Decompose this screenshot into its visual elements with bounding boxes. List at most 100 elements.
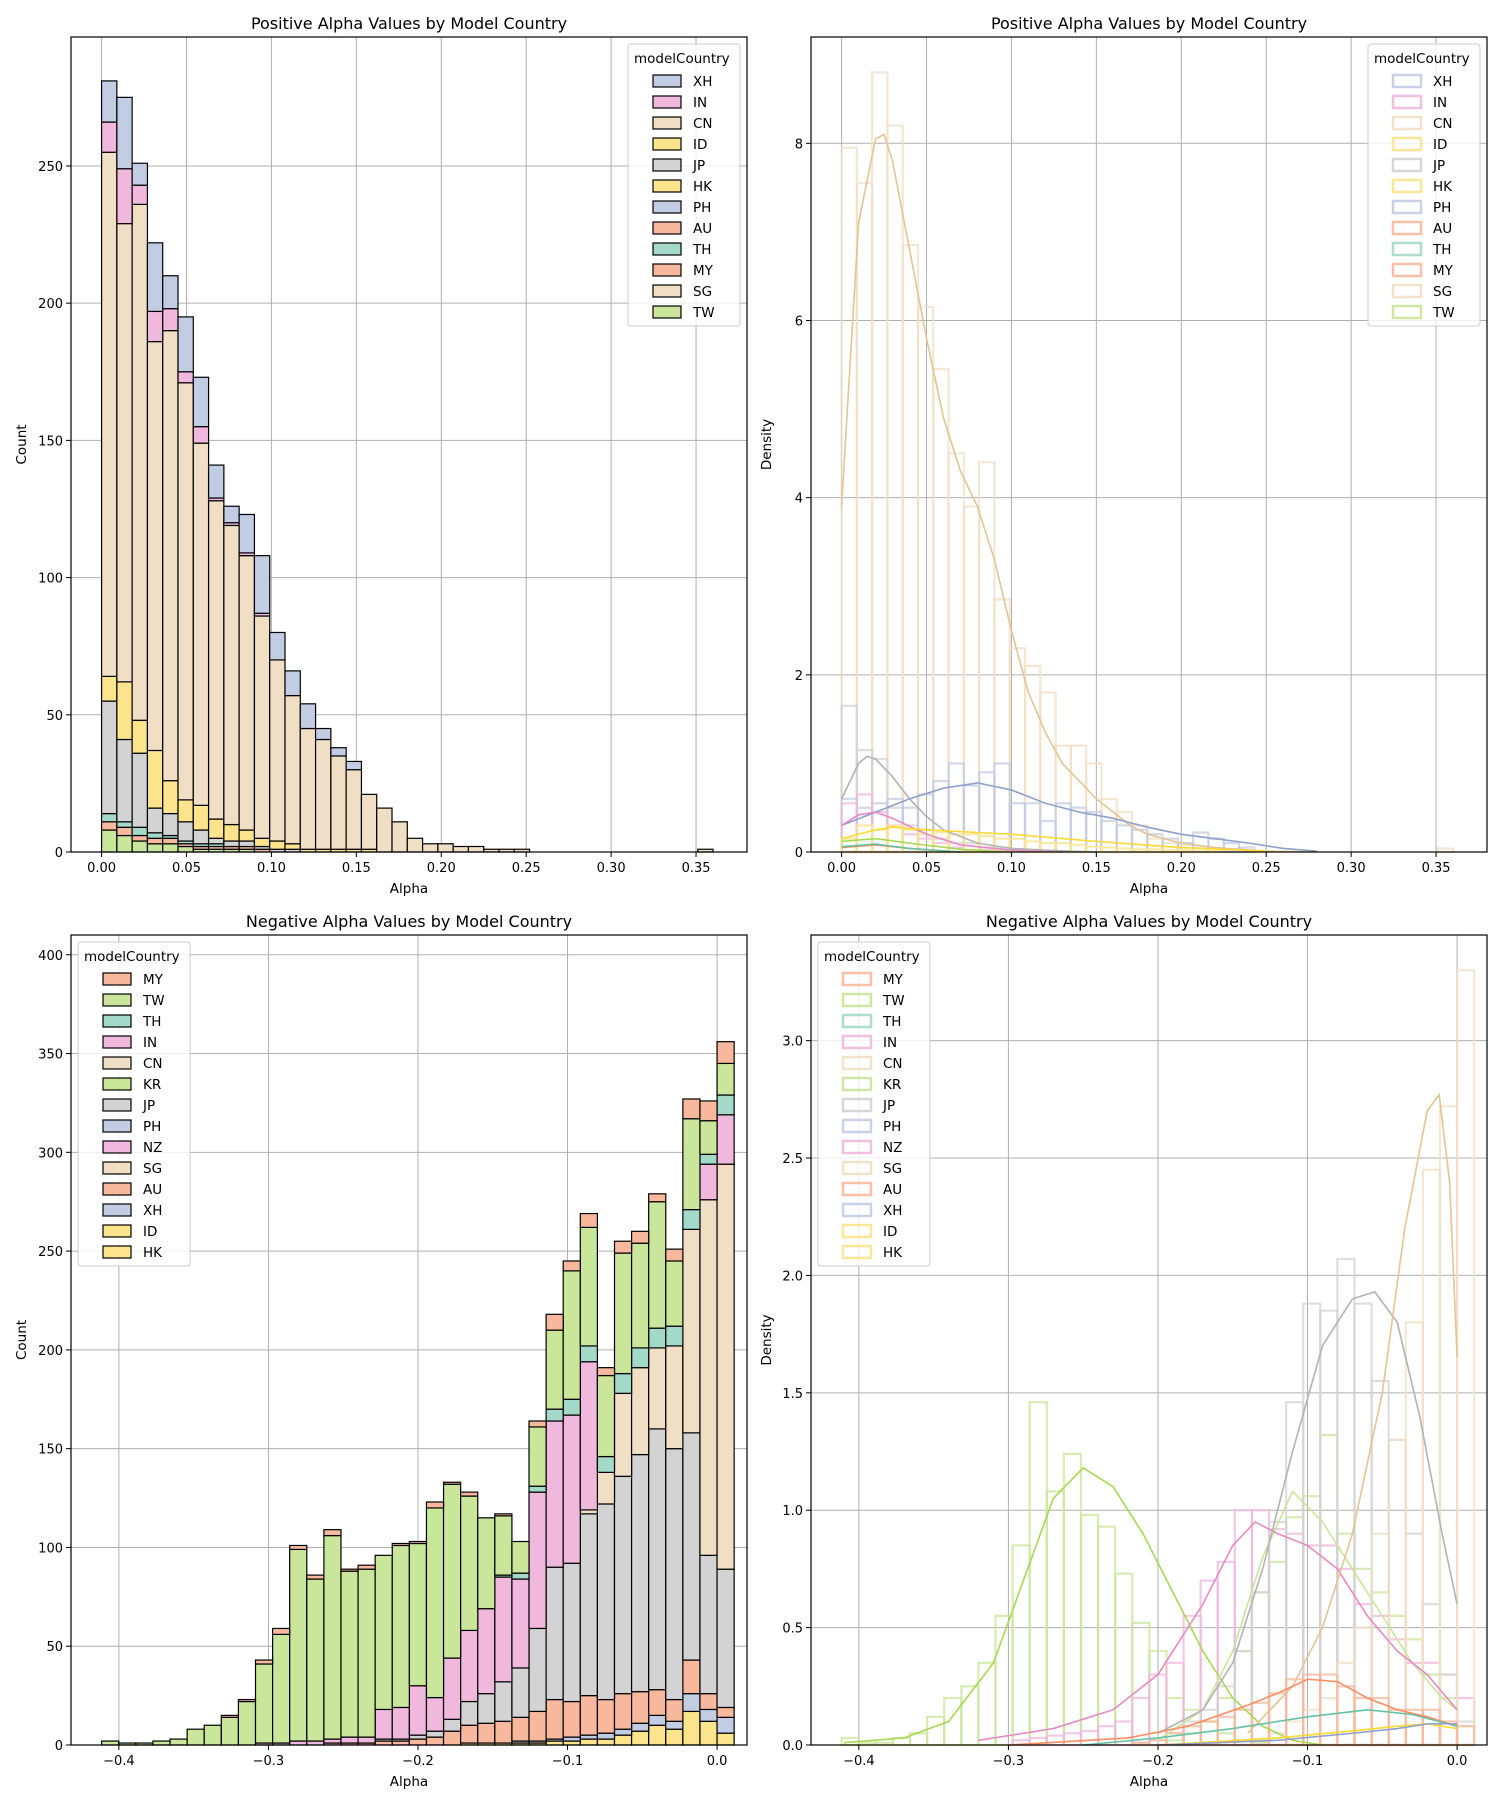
hist-bar-TW [926, 1715, 946, 1747]
hist-bar-CN [1353, 1626, 1373, 1747]
bar-segment-TH [665, 1325, 684, 1347]
bar-segment-TW [665, 1260, 684, 1327]
y-axis-label: Count [14, 1320, 30, 1360]
y-axis-label: Count [14, 424, 30, 464]
legend-swatch-SG [841, 1160, 873, 1176]
legend-label: ID [883, 1224, 897, 1240]
bar-segment-ID [284, 843, 301, 850]
legend-swatch-TH [841, 1013, 873, 1029]
legend-label: SG [883, 1161, 902, 1177]
hist-bar-ID [1100, 846, 1118, 854]
legend-swatch-JP [841, 1097, 873, 1113]
chart-title: Positive Alpha Values by Model Country [991, 14, 1307, 33]
bar-segment-JP [613, 1475, 633, 1695]
bar-segment-XH [162, 275, 179, 310]
legend-swatch-HK [652, 179, 682, 193]
bar-segment-MY [579, 1212, 598, 1228]
bar-segment-TH [528, 1485, 547, 1493]
legend-swatch-CN [841, 1055, 873, 1071]
legend-label: IN [883, 1035, 897, 1051]
legend-title: modelCountry [1374, 51, 1470, 67]
bar-segment-ID [579, 1738, 598, 1746]
axes-frame [810, 36, 1488, 853]
legend-swatch-XH [841, 1202, 873, 1218]
hist-bar-XH [916, 793, 935, 854]
bar-segment-MY [408, 1540, 428, 1545]
y-tick-label: 200 [38, 1344, 63, 1359]
bar-segment-JP [223, 840, 240, 848]
legend-swatch-AU [1391, 220, 1423, 236]
legend-swatch-IN [102, 1035, 132, 1049]
legend-label: SG [693, 284, 712, 300]
bar-segment-MY [613, 1240, 633, 1254]
legend-label: JP [1432, 158, 1445, 174]
y-tick-label: 150 [38, 434, 63, 449]
axes-frame [810, 934, 1488, 1746]
bar-segment-JP [699, 1554, 718, 1695]
bar-segment-IN [425, 1696, 445, 1732]
kde-line-JP [840, 755, 1097, 853]
bar-segment-MY [272, 1627, 291, 1635]
hist-bar-KR [1250, 1591, 1271, 1747]
bar-segment-ID [648, 1724, 667, 1746]
legend-swatch-TW [652, 305, 682, 319]
bar-segment-AU [545, 1698, 564, 1740]
legend-label: XH [883, 1203, 902, 1219]
legend-label: JP [142, 1098, 155, 1114]
bar-segment-CN [345, 769, 363, 850]
chart-panel-4: −0.4 −0.3 −0.2 −0.1 0.0 0.0 0.5 1.0 1.5 2.0 2.5 3.0… [759, 912, 1488, 1790]
kde-line-TW [843, 1466, 1323, 1746]
bar-segment-MY [630, 1230, 650, 1244]
legend-swatch-IN [1391, 94, 1423, 110]
hist-bar-CN [1438, 1105, 1459, 1747]
y-tick-label: 200 [38, 297, 63, 312]
bar-segment-JP [460, 1700, 479, 1726]
hist-bar-CN [1115, 811, 1134, 854]
bar-segment-TW [596, 1374, 616, 1458]
bar-segment-CN [699, 1199, 718, 1556]
bar-segment-TW [579, 1226, 598, 1347]
hist-bar-IN [855, 793, 874, 854]
bar-segment-TW [630, 1242, 650, 1349]
hist-bar-XH [962, 784, 981, 854]
bar-segment-CN [116, 222, 133, 683]
bar-segment-JP [131, 752, 149, 828]
bar-segment-TH [699, 1153, 718, 1165]
bar-segment-TW [100, 829, 118, 853]
legend-label: TH [692, 242, 711, 258]
y-tick-label: 1.5 [782, 1387, 803, 1402]
kde-line-XH [841, 782, 1318, 852]
legend: modelCountry XH IN CN ID JP HK PH AU TH MY SG TW [1367, 43, 1481, 327]
hist-bar-IN [1404, 1661, 1424, 1747]
y-tick-label: 350 [38, 1048, 63, 1063]
x-tick-label: −0.4 [103, 1754, 135, 1769]
kde-line-TH [1083, 1708, 1458, 1746]
legend-label: AU [143, 1182, 162, 1198]
bar-segment-CN [452, 845, 470, 853]
bar-segment-TW [323, 1534, 342, 1740]
legend-label: TW [882, 993, 905, 1009]
bar-segment-CN [330, 755, 347, 850]
legend-box [627, 43, 741, 327]
legend-swatch-KR [102, 1077, 132, 1091]
hist-bar-JP [1438, 1673, 1459, 1747]
legend-swatch-SG [102, 1161, 132, 1175]
bar-segment-TH [100, 812, 118, 823]
bar-segment-CN [284, 694, 301, 845]
bar-segment-TW [528, 1426, 547, 1487]
kde-line-CN [840, 133, 1318, 853]
bar-segment-ID [269, 840, 286, 850]
bar-segment-MY [237, 1698, 257, 1703]
bar-segment-MY [648, 1193, 667, 1203]
y-axis-label: Density [759, 1314, 775, 1365]
bar-segment-TW [162, 843, 179, 853]
bar-segment-TW [131, 840, 149, 853]
legend-swatch-JP [652, 158, 682, 172]
x-tick-label: 0.15 [342, 861, 371, 876]
bar-segment-AU [562, 1700, 581, 1738]
bar-segment-AU [528, 1710, 547, 1742]
legend-label: XH [143, 1203, 162, 1219]
bar-segment-TW [374, 1554, 393, 1711]
y-tick-label: 4 [795, 492, 803, 507]
bar-segment-AU [408, 1738, 428, 1746]
